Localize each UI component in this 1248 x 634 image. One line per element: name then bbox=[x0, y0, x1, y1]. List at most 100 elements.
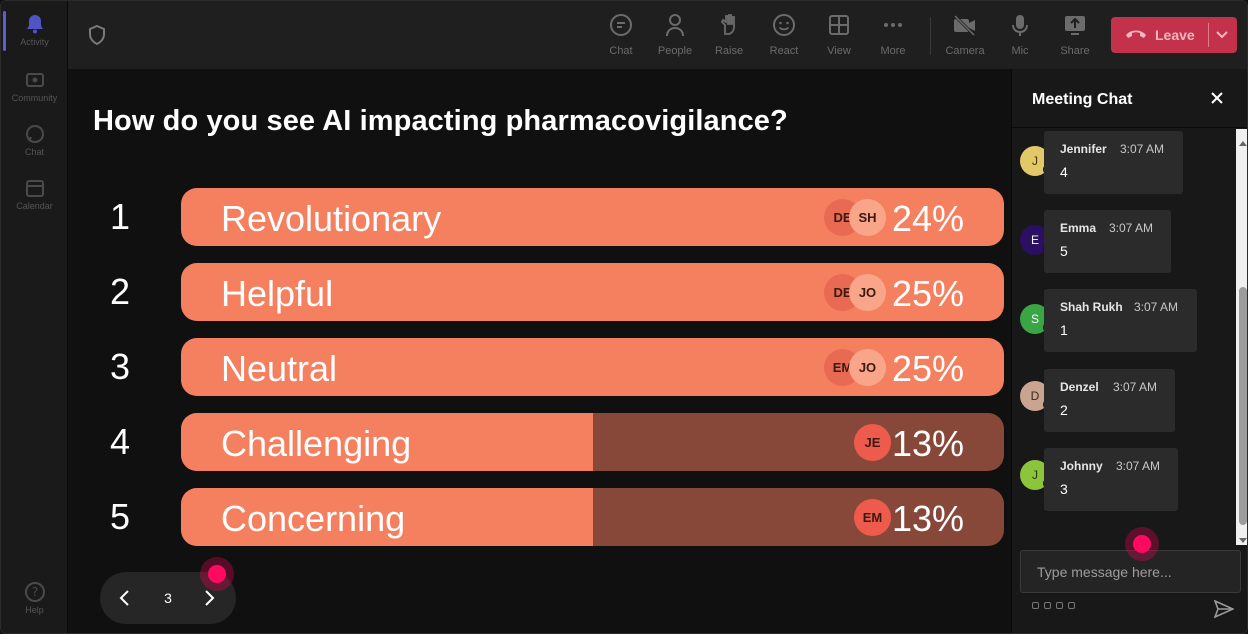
bell-icon bbox=[24, 13, 46, 35]
person-icon bbox=[662, 12, 688, 38]
rail-item-label: Help bbox=[25, 605, 44, 615]
avatar: SH bbox=[849, 199, 886, 236]
toolbar-label: More bbox=[880, 45, 906, 57]
option-bar: Helpful DE JO 25% bbox=[181, 263, 1004, 321]
chat-icon bbox=[608, 12, 634, 38]
chat-message: S Shah Rukh 3:07 AM 1 bbox=[1020, 289, 1210, 369]
poll-results: How do you see AI impacting pharmacovigi… bbox=[68, 69, 1011, 633]
leave-label: Leave bbox=[1155, 27, 1195, 43]
option-number: 5 bbox=[109, 496, 131, 537]
divider bbox=[1012, 127, 1247, 128]
shield-icon[interactable] bbox=[88, 24, 106, 50]
message-text: 5 bbox=[1060, 243, 1068, 259]
chat-message: J Jennifer 3:07 AM 4 bbox=[1020, 131, 1210, 211]
option-label: Concerning bbox=[221, 498, 406, 539]
message-bubble: Denzel 3:07 AM 2 bbox=[1044, 369, 1175, 432]
timestamp: 3:07 AM bbox=[1134, 300, 1179, 314]
toolbar-label: View bbox=[827, 45, 851, 57]
message-bubble: Johnny 3:07 AM 3 bbox=[1044, 448, 1178, 511]
option-number: 4 bbox=[109, 421, 131, 462]
emoji-icon[interactable] bbox=[1056, 602, 1063, 609]
toolbar-label: Camera bbox=[945, 45, 985, 57]
rail-item-help[interactable]: ? Help bbox=[1, 573, 68, 625]
calendar-icon bbox=[24, 177, 46, 199]
toolbar-share-button[interactable]: Share bbox=[1048, 9, 1102, 67]
scroll-up-arrow-icon[interactable] bbox=[1239, 133, 1247, 151]
gif-icon[interactable] bbox=[1068, 602, 1075, 609]
sender-name: Emma bbox=[1060, 221, 1097, 235]
poll-option: 3 Neutral EM JO 25% bbox=[68, 338, 1011, 396]
svg-text:?: ? bbox=[31, 585, 37, 599]
toolbar-more-button[interactable]: More bbox=[866, 9, 920, 67]
toolbar-camera-button[interactable]: Camera bbox=[938, 9, 992, 67]
rail-item-label: Activity bbox=[20, 37, 49, 47]
option-number: 3 bbox=[109, 346, 131, 387]
option-label: Neutral bbox=[221, 348, 338, 389]
toolbar-react-button[interactable]: React bbox=[757, 9, 811, 67]
sender-name: Johnny bbox=[1060, 459, 1103, 473]
avatar: JE bbox=[854, 424, 891, 461]
toolbar-label: Share bbox=[1060, 45, 1090, 57]
rail-item-calendar[interactable]: Calendar bbox=[1, 169, 68, 221]
rail-item-chat[interactable]: Chat bbox=[1, 115, 68, 167]
scroll-down-arrow-icon[interactable] bbox=[1239, 531, 1247, 549]
toolbar-view-button[interactable]: View bbox=[812, 9, 866, 67]
option-bar-fill bbox=[181, 488, 593, 546]
option-number: 1 bbox=[109, 196, 131, 237]
toolbar-mic-button[interactable]: Mic bbox=[993, 9, 1047, 67]
message-bubble: Shah Rukh 3:07 AM 1 bbox=[1044, 289, 1197, 352]
option-label: Challenging bbox=[221, 423, 412, 464]
camera-off-icon bbox=[952, 12, 978, 38]
scrollbar-thumb[interactable] bbox=[1239, 287, 1247, 525]
send-icon[interactable] bbox=[1213, 599, 1235, 623]
rail-item-label: Chat bbox=[24, 147, 44, 157]
avatar: EM bbox=[854, 499, 891, 536]
toolbar-divider bbox=[930, 17, 931, 55]
chevron-down-icon[interactable] bbox=[1215, 27, 1229, 46]
rail-item-activity[interactable]: Activity bbox=[1, 5, 68, 57]
toolbar-chat-button[interactable]: Chat bbox=[594, 9, 648, 74]
poll-option: 1 Revolutionary DE SH 24% bbox=[68, 188, 1011, 246]
sender-name: Jennifer bbox=[1060, 142, 1107, 156]
help-icon: ? bbox=[24, 581, 46, 603]
option-percent: 25% bbox=[891, 348, 964, 389]
toolbar-raise-button[interactable]: Raise bbox=[702, 9, 756, 67]
timestamp: 3:07 AM bbox=[1113, 380, 1158, 394]
rail-item-community[interactable]: Community bbox=[1, 61, 68, 113]
toolbar-people-button[interactable]: People bbox=[648, 9, 702, 67]
sender-name: Shah Rukh bbox=[1060, 300, 1123, 314]
format-icon[interactable] bbox=[1032, 602, 1039, 609]
timestamp: 3:07 AM bbox=[1116, 459, 1161, 473]
rail-item-label: Community bbox=[11, 93, 58, 103]
hand-icon bbox=[716, 12, 742, 38]
avatar: JO bbox=[849, 349, 886, 386]
grid-icon bbox=[826, 12, 852, 38]
message-bubble: Jennifer 3:07 AM 4 bbox=[1044, 131, 1183, 194]
leave-divider bbox=[1208, 23, 1209, 47]
chat-message: D Denzel 3:07 AM 2 bbox=[1020, 369, 1210, 449]
chevron-left-icon[interactable] bbox=[118, 588, 132, 613]
format-toolbar bbox=[1032, 602, 1075, 609]
community-icon bbox=[24, 69, 46, 91]
leave-button[interactable]: Leave bbox=[1111, 17, 1237, 53]
meeting-chat-panel: Meeting Chat J Jennifer 3:07 AM 4 E Emma… bbox=[1011, 69, 1247, 633]
poll-option: 4 Challenging JE 13% bbox=[68, 413, 1011, 471]
close-icon[interactable] bbox=[1210, 91, 1224, 110]
option-label: Helpful bbox=[221, 273, 334, 314]
option-percent: 24% bbox=[891, 198, 964, 239]
toolbar-label: Raise bbox=[714, 45, 744, 57]
chat-message-input[interactable] bbox=[1020, 550, 1241, 593]
option-bar: Challenging JE 13% bbox=[181, 413, 1004, 471]
meeting-toolbar: Chat People Raise React View bbox=[68, 1, 1247, 74]
hang-up-icon bbox=[1125, 26, 1147, 44]
chevron-right-icon[interactable] bbox=[202, 588, 216, 613]
message-text: 3 bbox=[1060, 481, 1068, 497]
attach-icon[interactable] bbox=[1044, 602, 1051, 609]
message-text: 4 bbox=[1060, 164, 1068, 180]
more-icon bbox=[880, 12, 906, 38]
option-percent: 13% bbox=[891, 423, 964, 464]
message-text: 2 bbox=[1060, 402, 1068, 418]
message-text: 1 bbox=[1060, 322, 1068, 338]
chat-message: E Emma 3:07 AM 5 bbox=[1020, 210, 1210, 290]
